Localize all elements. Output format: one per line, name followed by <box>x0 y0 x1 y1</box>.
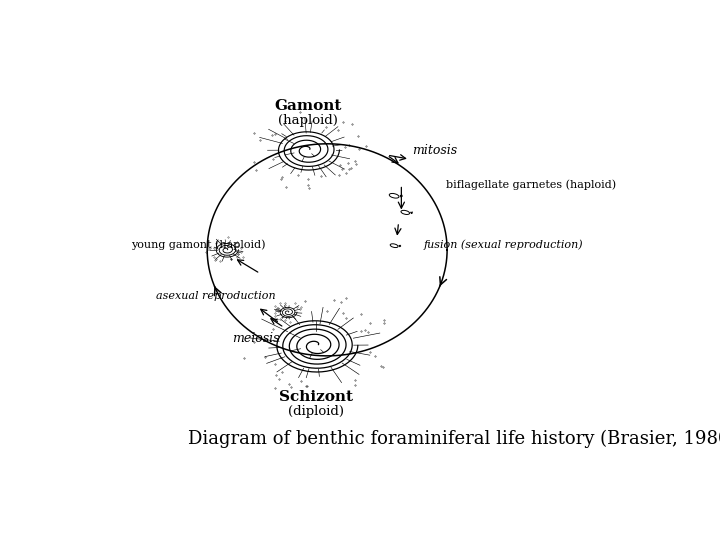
Text: Gamont: Gamont <box>274 99 341 113</box>
Text: (haploid): (haploid) <box>278 114 338 127</box>
Text: meiosis: meiosis <box>233 332 280 345</box>
Text: fusion (sexual reproduction): fusion (sexual reproduction) <box>423 239 583 249</box>
Text: (diploid): (diploid) <box>288 406 344 419</box>
Text: Diagram of benthic foraminiferal life history (Brasier, 1980): Diagram of benthic foraminiferal life hi… <box>188 430 720 448</box>
Text: Schizont: Schizont <box>279 390 353 404</box>
Text: young gamont (haploid): young gamont (haploid) <box>131 239 265 249</box>
Text: asexual reproduction: asexual reproduction <box>156 291 276 301</box>
Text: biflagellate garnetes (haploid): biflagellate garnetes (haploid) <box>446 179 616 190</box>
Text: mitosis: mitosis <box>413 144 458 157</box>
